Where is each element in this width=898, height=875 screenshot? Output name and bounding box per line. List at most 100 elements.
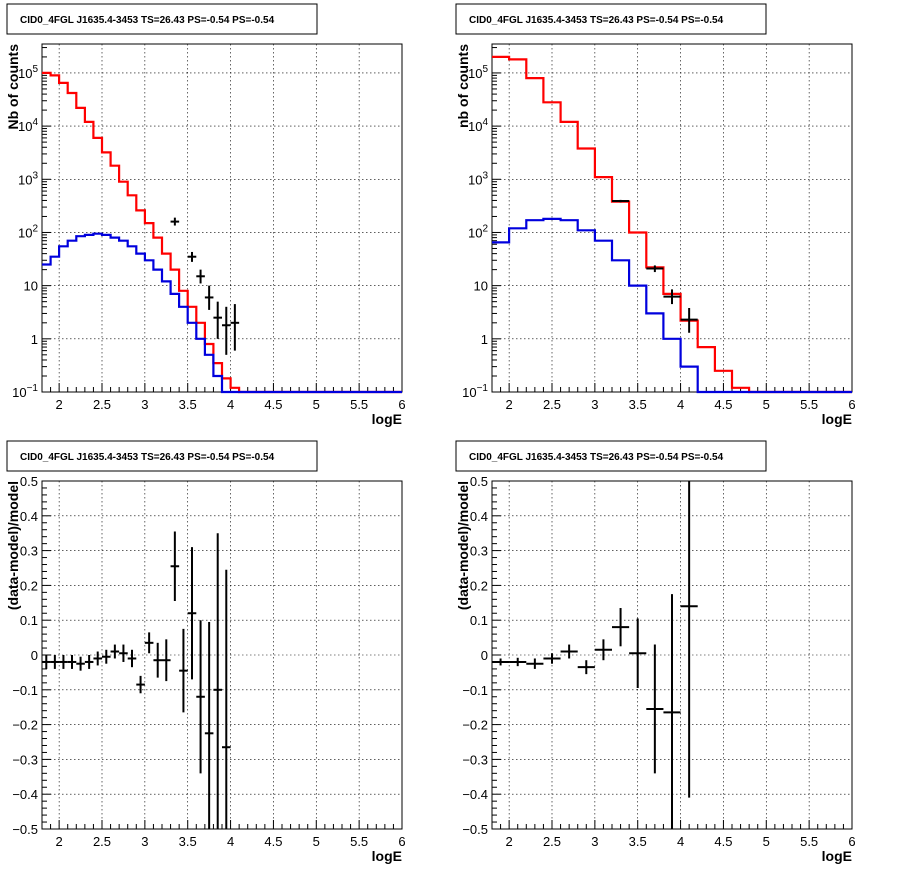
residual-point [526,658,544,669]
residual-point [162,639,171,682]
x-tick-label: 3.5 [629,834,647,849]
chart-title: CID0_4FGL J1635.4-3453 TS=26.43 PS=-0.54… [469,452,724,463]
chart-title: CID0_4FGL J1635.4-3453 TS=26.43 PS=-0.54… [20,452,275,463]
residual-point [509,657,527,667]
x-tick-label: 4 [677,834,684,849]
y-tick-label: 104 [468,117,488,134]
data-point [663,289,681,305]
residual-point [594,639,612,661]
title-box [6,3,318,35]
y-tick-label: 0.5 [20,474,38,489]
y-tick-label: 0.2 [470,578,488,593]
y-tick-label: 0.1 [20,613,38,628]
x-tick-label: 5 [763,834,770,849]
data-point [680,307,698,333]
data-point [170,217,180,226]
residual-point [222,569,231,829]
x-tick-label: 4.5 [714,834,732,849]
x-tick-label: 3 [141,397,148,412]
residual-point [93,651,102,666]
y-tick-label: −0.1 [462,683,488,698]
y-tick-label: 0 [31,648,38,663]
title-box [455,440,767,472]
data-point [230,304,240,351]
y-tick-label: 102 [18,223,38,240]
y-tick-label: 0.3 [470,544,488,559]
x-tick-label: 2 [56,397,63,412]
x-tick-label: 5.5 [350,397,368,412]
x-tick-label: 5 [313,834,320,849]
y-tick-label: 1 [481,332,488,347]
residual-point [50,655,60,669]
y-tick-label: 0.3 [20,544,38,559]
residual-point [560,644,578,659]
residual-point [663,594,681,829]
y-tick-label: −0.1 [12,683,38,698]
x-tick-label: 6 [848,397,855,412]
y-tick-label: 104 [18,117,38,134]
x-tick-label: 2.5 [93,397,111,412]
x-tick-label: 3.5 [179,397,197,412]
x-tick-label: 2.5 [543,397,561,412]
x-tick-label: 5.5 [800,834,818,849]
y-tick-label: 0.1 [470,613,488,628]
residual-point [127,649,137,668]
y-tick-label: 105 [18,64,38,81]
data-point [204,285,214,310]
residual-point [76,656,85,671]
residual-point [170,531,180,602]
residual-point [629,618,647,689]
x-tick-label: 3.5 [179,834,197,849]
y-tick-label: −0.4 [462,787,488,802]
y-axis-label: (data-model)/model [455,481,471,610]
x-tick-label: 2.5 [93,834,111,849]
y-axis-label: Nb of counts [5,44,21,130]
chart-title: CID0_4FGL J1635.4-3453 TS=26.43 PS=-0.54… [20,15,275,26]
x-tick-label: 4.5 [714,397,732,412]
x-tick-label: 4.5 [264,397,282,412]
x-axis-label: logE [372,848,402,864]
residual-point [144,632,154,654]
x-tick-label: 5 [763,397,770,412]
y-tick-label: 105 [468,64,488,81]
panel-2: CID0_4FGL J1635.4-3453 TS=26.43 PS=-0.54… [455,3,856,427]
x-tick-label: 4 [677,397,684,412]
residual-point [612,608,630,647]
x-tick-label: 6 [398,397,405,412]
x-axis-label: logE [822,411,852,427]
x-tick-label: 4 [227,834,234,849]
residual-point [110,644,120,659]
residual-point [84,655,94,669]
residual-point [153,642,162,678]
data-point [612,199,630,203]
residual-point [646,644,664,774]
series-2-histogram [492,217,852,394]
x-tick-label: 2 [506,834,513,849]
y-tick-label: −0.2 [462,718,488,733]
y-tick-label: 1 [31,332,38,347]
y-tick-label: 0 [481,648,488,663]
series-1-histogram [492,55,852,394]
y-tick-label: −0.5 [12,822,38,837]
x-tick-label: 6 [848,834,855,849]
x-tick-label: 5.5 [350,834,368,849]
data-point [646,265,664,273]
y-tick-label: 10 [474,279,488,294]
x-axis-label: logE [372,411,402,427]
y-tick-label: 10−1 [462,383,488,400]
panel-1: CID0_4FGL J1635.4-3453 TS=26.43 PS=-0.54… [5,3,406,427]
x-tick-label: 2 [56,834,63,849]
residual-point [119,644,128,662]
series-2-histogram [42,232,402,394]
residual-point [204,621,214,829]
y-tick-label: 103 [18,170,38,187]
y-tick-label: 102 [468,223,488,240]
y-tick-label: −0.3 [12,752,38,767]
x-tick-label: 3 [141,834,148,849]
residual-point [136,675,145,694]
residual-point [492,658,510,666]
residual-point [543,653,561,664]
y-axis-label: nb of counts [455,44,471,128]
residual-point [187,547,197,680]
